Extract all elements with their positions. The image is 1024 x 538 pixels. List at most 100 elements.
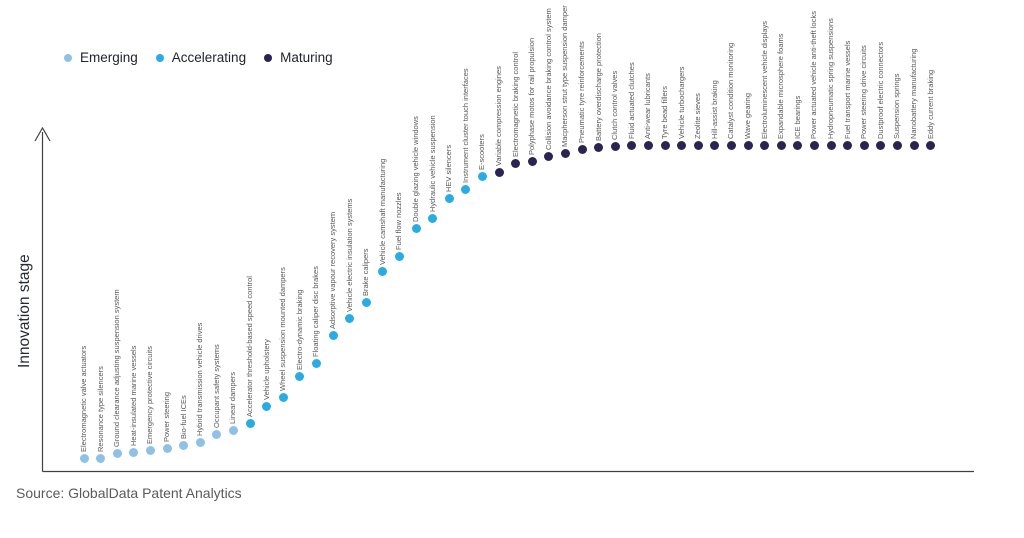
data-point-label: Eddy current braking — [925, 69, 935, 139]
data-point-label: Expandable microsphere foams — [776, 33, 786, 139]
data-point-label: Hill-assist braking — [709, 80, 719, 139]
data-point — [129, 447, 139, 457]
data-point — [710, 140, 720, 150]
data-point-label: Brake calipers — [361, 248, 371, 296]
legend-item-maturing: Maturing — [264, 50, 333, 65]
data-point-label: Nanobattery manufacturing — [909, 48, 918, 139]
data-point — [892, 140, 902, 150]
data-point-label: Suspension springs — [892, 73, 902, 139]
data-point — [96, 453, 106, 463]
data-point — [660, 140, 670, 150]
data-point-label: Vehicle turbochargers — [676, 66, 686, 139]
data-point — [594, 142, 604, 152]
data-point-label: Vehicle electric insulation systems — [344, 198, 354, 312]
data-point — [826, 140, 836, 150]
data-point-label: E-scooters — [477, 134, 487, 170]
legend-dot-icon — [64, 53, 72, 62]
data-point-label: Electromagnetic braking control — [510, 51, 520, 157]
data-point — [428, 213, 438, 223]
data-point-label: Electroluminescent vehicle displays — [759, 21, 769, 139]
data-point-label: Wheel suspension mounted dampers — [278, 267, 288, 391]
data-point-label: Fuel flow nozzles — [394, 192, 404, 250]
data-point — [145, 445, 155, 455]
data-point-label: Hydraulic vehicle suspension — [427, 115, 437, 212]
data-point — [361, 297, 371, 307]
data-point — [378, 266, 388, 276]
y-axis-label: Innovation stage — [16, 254, 33, 368]
legend-label: Emerging — [80, 50, 138, 65]
data-point-label: Electro-dynamic braking — [294, 289, 304, 370]
data-point-label: Dustproof electric connectors — [875, 41, 885, 139]
data-point-label: Fuel transport marine vessels — [842, 40, 852, 139]
data-point — [511, 158, 521, 168]
data-point — [926, 140, 936, 150]
data-point-label: Power steering drive circuits — [859, 45, 869, 139]
data-point — [262, 401, 272, 411]
data-point-label: Wave gearing — [743, 93, 752, 139]
legend-dot-icon — [155, 53, 164, 62]
legend: Emerging Accelerating Maturing — [64, 50, 333, 65]
data-point-label: Pneumatic tyre reinforcements — [577, 41, 586, 143]
data-point-label: Occupant safety systems — [211, 344, 221, 428]
data-point-label: Anti-wear lubricants — [643, 73, 653, 139]
data-point — [693, 140, 703, 150]
data-point — [112, 448, 122, 458]
data-point — [809, 140, 819, 150]
data-point-label: Emergency protective circuits — [145, 346, 155, 444]
data-point-label: Double glazing vehicle windows — [411, 116, 420, 222]
data-point — [212, 429, 222, 439]
legend-label: Accelerating — [171, 50, 247, 65]
data-point-label: Polyphase motos for rail propulsion — [527, 37, 537, 155]
data-point-label: Vehicle upholstery — [261, 339, 271, 400]
data-point-label: ICE bearings — [792, 95, 802, 139]
data-point-label: HEV silencers — [444, 144, 454, 192]
data-point-label: Heat-insulated marine vessels — [128, 345, 138, 446]
data-point-label: Zeolite sieves — [693, 93, 703, 139]
data-point — [494, 167, 504, 177]
data-point — [228, 425, 238, 435]
data-point — [278, 392, 288, 402]
legend-label: Maturing — [280, 50, 333, 65]
data-point — [643, 140, 653, 150]
data-point — [776, 140, 786, 150]
data-point — [760, 140, 770, 150]
data-point — [394, 251, 404, 261]
data-point-label: Fluid actuated clutches — [626, 62, 636, 139]
data-point-label: Ground clearance adjusting suspension sy… — [112, 289, 122, 447]
data-point — [527, 156, 537, 166]
data-point-label: Electromagnetic valve actuators — [79, 345, 88, 452]
legend-item-accelerating: Accelerating — [155, 50, 247, 65]
data-point-label: Instrument cluster touch interfaces — [460, 68, 470, 183]
data-point — [793, 140, 803, 150]
data-point-label: Macpherson strut type suspension damper — [560, 5, 570, 147]
data-point — [544, 151, 554, 161]
data-point — [677, 140, 687, 150]
data-point — [610, 141, 620, 151]
data-point-label: Vehicle camshaft manufacturing — [377, 158, 387, 265]
data-point-label: Battery overdischarge protection — [593, 33, 603, 141]
legend-item-emerging: Emerging — [64, 50, 138, 65]
data-point — [179, 440, 189, 450]
data-point-label: Floating caliper disc brakes — [311, 266, 321, 357]
data-point — [859, 140, 869, 150]
data-point — [560, 148, 570, 158]
data-point-label: Resonance type silencers — [95, 366, 105, 452]
data-point — [162, 443, 172, 453]
data-point — [477, 171, 487, 181]
data-point-label: Hybrid transmission vehicle drives — [195, 322, 205, 436]
data-point — [461, 184, 471, 194]
data-point-label: Power actuated vehicle anti-theft locks — [809, 11, 819, 139]
data-point — [311, 358, 321, 368]
data-point-label: Adsorptive vapour recovery system — [328, 211, 337, 329]
data-point-label: Variable compression engines — [494, 66, 503, 166]
data-point — [577, 144, 587, 154]
data-point — [909, 140, 919, 150]
data-point-label: Clutch control valves — [610, 70, 620, 140]
data-point — [345, 313, 355, 323]
data-point-label: Linear dampers — [228, 371, 238, 424]
data-point-label: Collision avoidance braking control syst… — [543, 8, 553, 150]
source-caption: Source: GlobalData Patent Analytics — [16, 485, 242, 501]
data-point-label: Bio-fuel ICEs — [178, 395, 188, 439]
